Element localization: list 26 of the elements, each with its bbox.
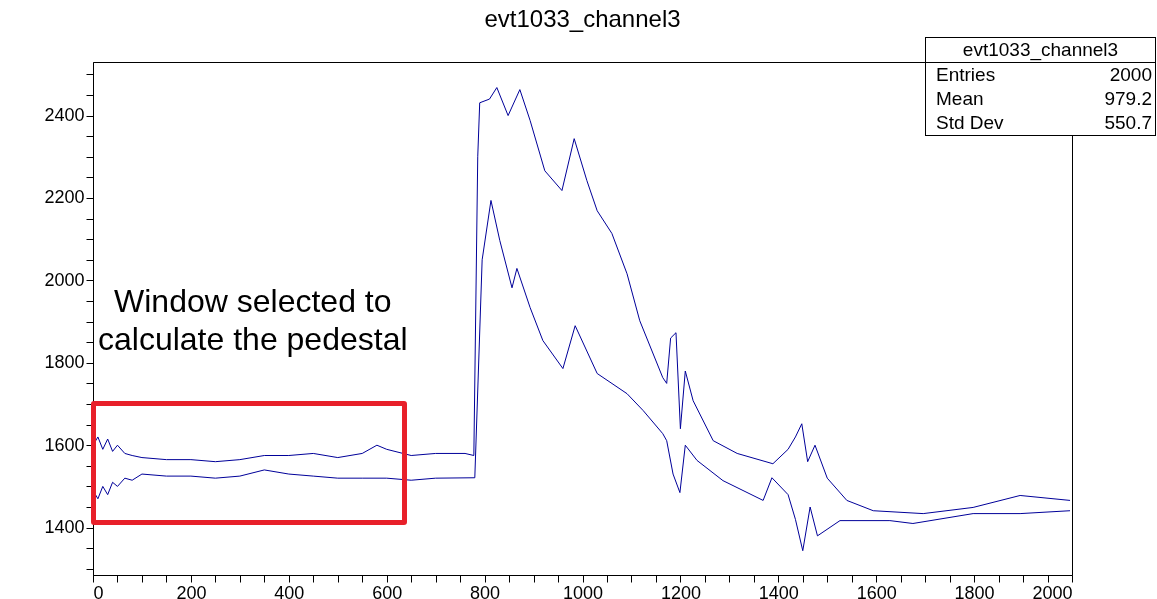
x-tick-label: 0 bbox=[93, 582, 104, 599]
y-tick-label: 2400 bbox=[44, 105, 85, 126]
x-tick-label: 1600 bbox=[856, 582, 897, 599]
x-tick-label: 800 bbox=[470, 582, 501, 599]
y-tick-label: 1400 bbox=[44, 517, 85, 538]
annotation: Window selected to calculate the pedestal bbox=[98, 282, 408, 358]
y-tick-label: 2200 bbox=[44, 187, 85, 208]
x-tick-label: 2000 bbox=[1032, 582, 1073, 599]
annotation: Mean bbox=[936, 87, 984, 111]
y-tick-label: 1800 bbox=[44, 352, 85, 373]
x-tick-label: 600 bbox=[372, 582, 403, 599]
x-tick-label: 400 bbox=[274, 582, 305, 599]
text: evt1033_channel3 bbox=[926, 38, 1155, 63]
text: 550.7 bbox=[1104, 111, 1152, 135]
y-tick-label: 2000 bbox=[44, 269, 85, 290]
annotation: Std Dev bbox=[936, 111, 1004, 135]
x-tick-label: 200 bbox=[176, 582, 207, 599]
x-tick-label: 1200 bbox=[660, 582, 701, 599]
chart-title: evt1033_channel3 bbox=[484, 5, 681, 32]
x-tick-label: 1800 bbox=[954, 582, 995, 599]
text: 2000 bbox=[1109, 63, 1152, 87]
x-tick-label: 1000 bbox=[562, 582, 604, 599]
x-tick-label: 1400 bbox=[758, 582, 799, 599]
annotation: Entries bbox=[936, 63, 996, 87]
y-tick-label: 1600 bbox=[44, 434, 85, 455]
text: 979.2 bbox=[1104, 87, 1152, 111]
